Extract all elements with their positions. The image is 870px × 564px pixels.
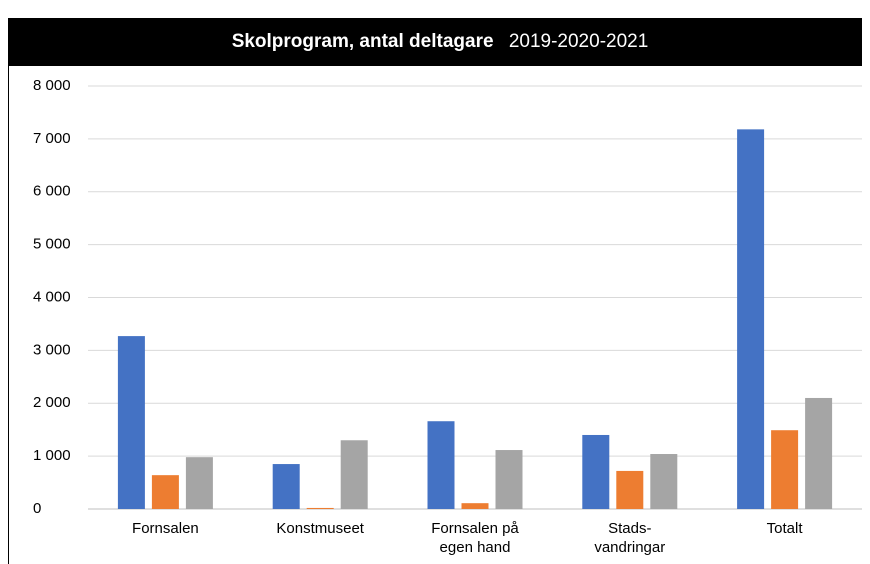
y-tick-label: 7 000: [33, 130, 71, 147]
bar: [650, 454, 678, 509]
bar: [185, 457, 213, 509]
x-tick-label: egen hand: [440, 539, 511, 556]
bar: [616, 470, 644, 509]
y-tick-label: 5 000: [33, 236, 71, 253]
y-tick-label: 0: [33, 500, 41, 517]
title: Skolprogram, antal deltagare: [232, 31, 494, 52]
bar: [340, 440, 368, 509]
x-tick-label: Stads-: [608, 520, 651, 537]
bar: [771, 430, 799, 509]
bar: [737, 129, 765, 510]
y-tick-label: 8 000: [33, 77, 71, 94]
bar: [461, 503, 489, 509]
bar: [427, 421, 455, 509]
subtitle: 2019-2020-2021: [509, 31, 648, 52]
y-tick-label: 4 000: [33, 288, 71, 305]
x-tick-label: Totalt: [767, 520, 804, 537]
y-tick-label: 2 000: [33, 394, 71, 411]
title-bar: [8, 18, 862, 66]
bar: [805, 397, 833, 509]
y-tick-label: 1 000: [33, 447, 71, 464]
bar: [495, 450, 523, 509]
bar: [272, 464, 300, 509]
x-tick-label: Konstmuseet: [276, 520, 364, 537]
chart-title: Skolprogram, antal deltagare 2019-2020-2…: [232, 31, 649, 52]
bar: [151, 475, 179, 509]
x-tick-label: Fornsalen på: [431, 520, 519, 537]
x-tick-label: Fornsalen: [132, 520, 199, 537]
y-tick-label: 6 000: [33, 183, 71, 200]
bar: [582, 434, 610, 509]
y-tick-label: 3 000: [33, 341, 71, 358]
bar: [306, 507, 334, 509]
x-tick-label: vandringar: [594, 539, 665, 556]
bar: [117, 336, 145, 509]
